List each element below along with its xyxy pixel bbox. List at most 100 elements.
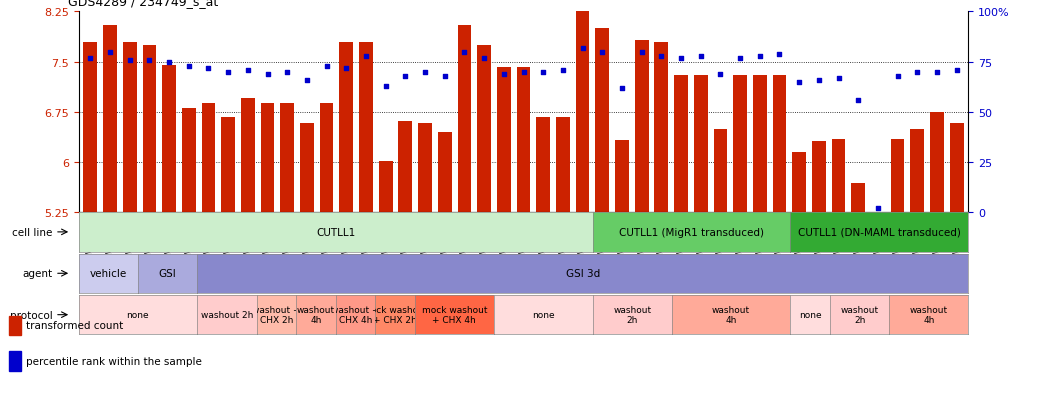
Point	[949, 67, 965, 74]
Bar	[458, 26, 471, 213]
Point	[397, 73, 414, 80]
Point	[909, 69, 926, 76]
Point	[102, 49, 118, 56]
Bar	[930, 113, 943, 213]
Text: washout +
CHX 4h: washout + CHX 4h	[331, 305, 380, 325]
Bar	[713, 129, 728, 213]
Text: GDS4289 / 234749_s_at: GDS4289 / 234749_s_at	[68, 0, 219, 8]
Point	[535, 69, 552, 76]
Bar	[733, 76, 747, 213]
Point	[830, 75, 847, 82]
Text: washout
4h: washout 4h	[910, 305, 948, 325]
Point	[240, 67, 257, 74]
Text: none: none	[799, 311, 822, 319]
Point	[712, 71, 729, 78]
Text: none: none	[532, 311, 555, 319]
Text: CUTLL1: CUTLL1	[316, 227, 355, 237]
Bar	[339, 43, 353, 213]
Point	[338, 65, 355, 72]
Point	[279, 69, 295, 76]
Point	[417, 69, 433, 76]
Point	[220, 69, 237, 76]
Bar	[831, 139, 845, 213]
Point	[358, 53, 375, 60]
Bar	[182, 109, 196, 213]
Bar	[536, 117, 550, 213]
Text: CUTLL1 (MigR1 transduced): CUTLL1 (MigR1 transduced)	[619, 227, 764, 237]
Bar	[694, 76, 708, 213]
Bar	[359, 43, 373, 213]
Bar	[793, 153, 806, 213]
Bar	[891, 139, 905, 213]
Point	[633, 49, 650, 56]
Bar	[773, 76, 786, 213]
Bar	[319, 104, 334, 213]
Point	[298, 77, 315, 84]
Bar	[596, 29, 609, 213]
Point	[672, 55, 689, 62]
Text: washout
4h: washout 4h	[712, 305, 751, 325]
Text: protocol: protocol	[10, 310, 52, 320]
Point	[318, 63, 335, 70]
Bar	[950, 124, 963, 213]
Bar	[399, 121, 413, 213]
Text: mock washout
+ CHX 2h: mock washout + CHX 2h	[362, 305, 428, 325]
Point	[515, 69, 532, 76]
Bar	[300, 124, 314, 213]
Bar	[911, 129, 925, 213]
Text: none: none	[127, 311, 149, 319]
Bar	[497, 68, 511, 213]
Text: CUTLL1 (DN-MAML transduced): CUTLL1 (DN-MAML transduced)	[798, 227, 961, 237]
Bar	[851, 184, 865, 213]
Bar	[379, 161, 393, 213]
Bar	[162, 66, 176, 213]
Text: mock washout
+ CHX 4h: mock washout + CHX 4h	[422, 305, 487, 325]
Point	[180, 63, 197, 70]
Bar	[241, 99, 254, 213]
Point	[495, 71, 512, 78]
Point	[200, 65, 217, 72]
Bar	[104, 26, 117, 213]
Point	[475, 55, 492, 62]
Point	[594, 49, 610, 56]
Point	[555, 67, 572, 74]
Text: washout
2h: washout 2h	[614, 305, 651, 325]
Text: percentile rank within the sample: percentile rank within the sample	[26, 356, 202, 366]
Bar	[261, 104, 274, 213]
Bar	[753, 76, 766, 213]
Bar	[9, 316, 21, 335]
Bar	[221, 117, 236, 213]
Bar	[516, 68, 531, 213]
Point	[437, 73, 453, 80]
Point	[889, 73, 906, 80]
Bar	[202, 104, 216, 213]
Text: agent: agent	[23, 268, 52, 279]
Bar	[281, 104, 294, 213]
Text: GSI: GSI	[159, 268, 176, 279]
Text: cell line: cell line	[13, 227, 52, 237]
Text: transformed count: transformed count	[26, 320, 124, 331]
Point	[260, 71, 276, 78]
Bar	[477, 46, 491, 213]
Bar	[9, 351, 21, 371]
Point	[732, 55, 749, 62]
Bar	[615, 140, 629, 213]
Point	[771, 51, 787, 58]
Text: washout
4h: washout 4h	[296, 305, 335, 325]
Point	[141, 57, 158, 64]
Point	[850, 97, 867, 104]
Bar	[674, 76, 688, 213]
Bar	[811, 141, 826, 213]
Point	[377, 83, 394, 90]
Point	[161, 59, 178, 66]
Bar	[556, 117, 570, 213]
Text: vehicle: vehicle	[90, 268, 127, 279]
Point	[574, 45, 591, 52]
Bar	[438, 133, 451, 213]
Bar	[84, 43, 97, 213]
Point	[790, 79, 807, 86]
Text: washout 2h: washout 2h	[201, 311, 253, 319]
Point	[82, 55, 98, 62]
Point	[810, 77, 827, 84]
Bar	[654, 43, 668, 213]
